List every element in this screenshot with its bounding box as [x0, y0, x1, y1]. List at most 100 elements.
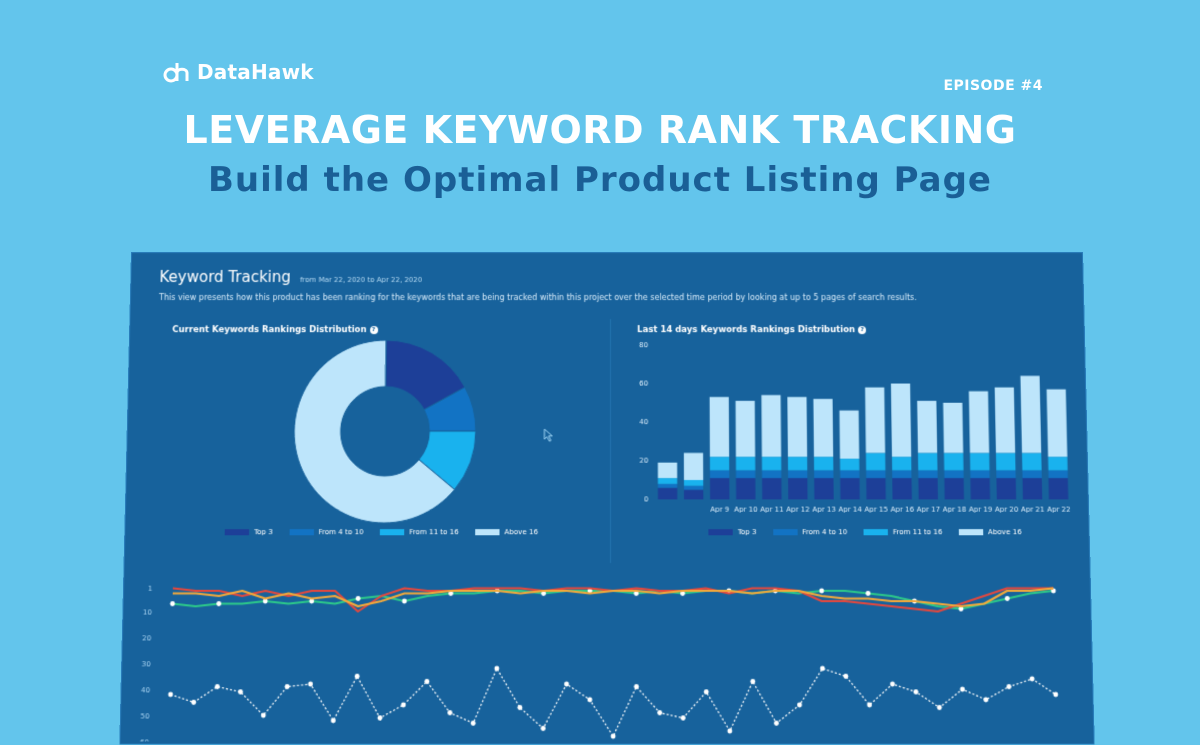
- bar-segment[interactable]: [684, 489, 704, 500]
- bar-segment[interactable]: [814, 470, 834, 479]
- donut-slice-top-3[interactable]: [385, 340, 465, 409]
- rank-data-point[interactable]: [959, 686, 965, 692]
- legend-item[interactable]: Top 3: [224, 528, 273, 536]
- legend-item[interactable]: From 4 to 10: [289, 528, 364, 536]
- rank-data-point[interactable]: [843, 673, 849, 679]
- rank-data-point[interactable]: [680, 715, 686, 721]
- bar-segment[interactable]: [709, 478, 730, 500]
- bar-segment[interactable]: [944, 470, 964, 479]
- bar-segment[interactable]: [840, 470, 860, 479]
- bar-segment[interactable]: [866, 470, 886, 479]
- donut-slice-from-11-to-16[interactable]: [419, 431, 476, 489]
- bar-segment[interactable]: [892, 478, 912, 500]
- bar-segment[interactable]: [996, 470, 1016, 479]
- dashboard-date-range[interactable]: from Mar 22, 2020 to Apr 22, 2020: [299, 275, 423, 284]
- rank-data-point[interactable]: [517, 705, 523, 711]
- question-circle-icon[interactable]: ?: [858, 325, 867, 334]
- bar-segment[interactable]: [761, 456, 782, 471]
- rank-data-point[interactable]: [214, 684, 220, 690]
- rank-data-point[interactable]: [284, 684, 290, 690]
- rank-data-point[interactable]: [564, 681, 570, 687]
- rank-data-point[interactable]: [633, 684, 639, 690]
- rank-data-point[interactable]: [703, 689, 709, 695]
- bar-segment[interactable]: [917, 452, 938, 471]
- bar-segment[interactable]: [657, 478, 678, 484]
- bar-segment[interactable]: [995, 452, 1016, 471]
- bar-segment[interactable]: [943, 452, 964, 471]
- bar-segment[interactable]: [735, 400, 756, 457]
- bar-segment[interactable]: [892, 470, 912, 479]
- bar-segment[interactable]: [683, 452, 704, 481]
- legend-item[interactable]: From 11 to 16: [379, 528, 459, 536]
- rank-data-point[interactable]: [1006, 684, 1012, 690]
- legend-item[interactable]: From 4 to 10: [772, 528, 847, 536]
- rank-data-point[interactable]: [540, 725, 546, 731]
- rank-data-point[interactable]: [610, 733, 616, 739]
- bar-segment[interactable]: [709, 470, 730, 479]
- bar-segment[interactable]: [891, 456, 912, 471]
- rank-data-point[interactable]: [191, 699, 197, 705]
- legend-item[interactable]: From 11 to 16: [863, 528, 942, 536]
- bar-segment[interactable]: [918, 470, 938, 479]
- bar-segment[interactable]: [762, 478, 782, 500]
- bar-segment[interactable]: [787, 396, 808, 457]
- bar-segment[interactable]: [1048, 470, 1068, 479]
- rank-data-point[interactable]: [170, 601, 175, 607]
- rank-data-point[interactable]: [750, 678, 756, 684]
- rank-data-point[interactable]: [587, 697, 593, 703]
- bar-segment[interactable]: [970, 470, 990, 479]
- rank-data-point[interactable]: [865, 590, 871, 596]
- rank-data-point[interactable]: [377, 715, 383, 721]
- rank-data-point[interactable]: [355, 596, 361, 602]
- rank-series-line[interactable]: [170, 668, 1057, 736]
- rank-data-point[interactable]: [983, 697, 989, 703]
- bar-segment[interactable]: [657, 487, 678, 500]
- bar-segment[interactable]: [1022, 470, 1042, 479]
- rank-data-point[interactable]: [913, 689, 919, 695]
- bar-segment[interactable]: [1048, 456, 1068, 471]
- bar-segment[interactable]: [709, 456, 730, 471]
- rank-data-point[interactable]: [216, 601, 222, 607]
- bar-segment[interactable]: [969, 452, 990, 471]
- bar-segment[interactable]: [890, 383, 912, 457]
- bar-segment[interactable]: [1048, 478, 1069, 500]
- bar-segment[interactable]: [839, 458, 860, 471]
- bar-segment[interactable]: [1046, 389, 1068, 457]
- bar-segment[interactable]: [865, 387, 886, 453]
- bar-segment[interactable]: [787, 456, 808, 471]
- rank-data-point[interactable]: [424, 678, 430, 684]
- rank-data-point[interactable]: [797, 702, 803, 708]
- bar-segment[interactable]: [866, 478, 886, 500]
- bar-segment[interactable]: [865, 452, 886, 471]
- rank-data-point[interactable]: [727, 728, 733, 734]
- bar-segment[interactable]: [968, 391, 990, 453]
- bar-segment[interactable]: [657, 462, 678, 479]
- bar-segment[interactable]: [840, 478, 860, 500]
- bar-segment[interactable]: [839, 410, 860, 459]
- rank-data-point[interactable]: [1004, 596, 1010, 602]
- bar-segment[interactable]: [736, 478, 756, 500]
- bar-segment[interactable]: [996, 478, 1017, 500]
- rank-data-point[interactable]: [890, 681, 895, 687]
- legend-item[interactable]: Above 16: [958, 528, 1022, 536]
- bar-segment[interactable]: [683, 485, 704, 490]
- rank-data-point[interactable]: [401, 598, 407, 604]
- bar-segment[interactable]: [994, 387, 1016, 453]
- rank-data-point[interactable]: [168, 692, 174, 698]
- bar-segment[interactable]: [1020, 375, 1042, 453]
- bar-segment[interactable]: [735, 470, 756, 479]
- bar-segment[interactable]: [657, 483, 678, 488]
- legend-item[interactable]: Above 16: [474, 528, 538, 536]
- bar-segment[interactable]: [762, 470, 782, 479]
- rank-data-point[interactable]: [936, 705, 942, 711]
- bar-segment[interactable]: [709, 396, 730, 457]
- rank-data-point[interactable]: [657, 710, 663, 716]
- bar-segment[interactable]: [1021, 452, 1042, 471]
- rank-data-point[interactable]: [1029, 676, 1035, 682]
- rank-data-point[interactable]: [819, 588, 825, 594]
- bar-segment[interactable]: [814, 478, 834, 500]
- bar-segment[interactable]: [943, 402, 964, 453]
- bar-segment[interactable]: [761, 395, 782, 457]
- rank-series-line[interactable]: [172, 591, 1053, 609]
- rank-data-point[interactable]: [307, 681, 313, 687]
